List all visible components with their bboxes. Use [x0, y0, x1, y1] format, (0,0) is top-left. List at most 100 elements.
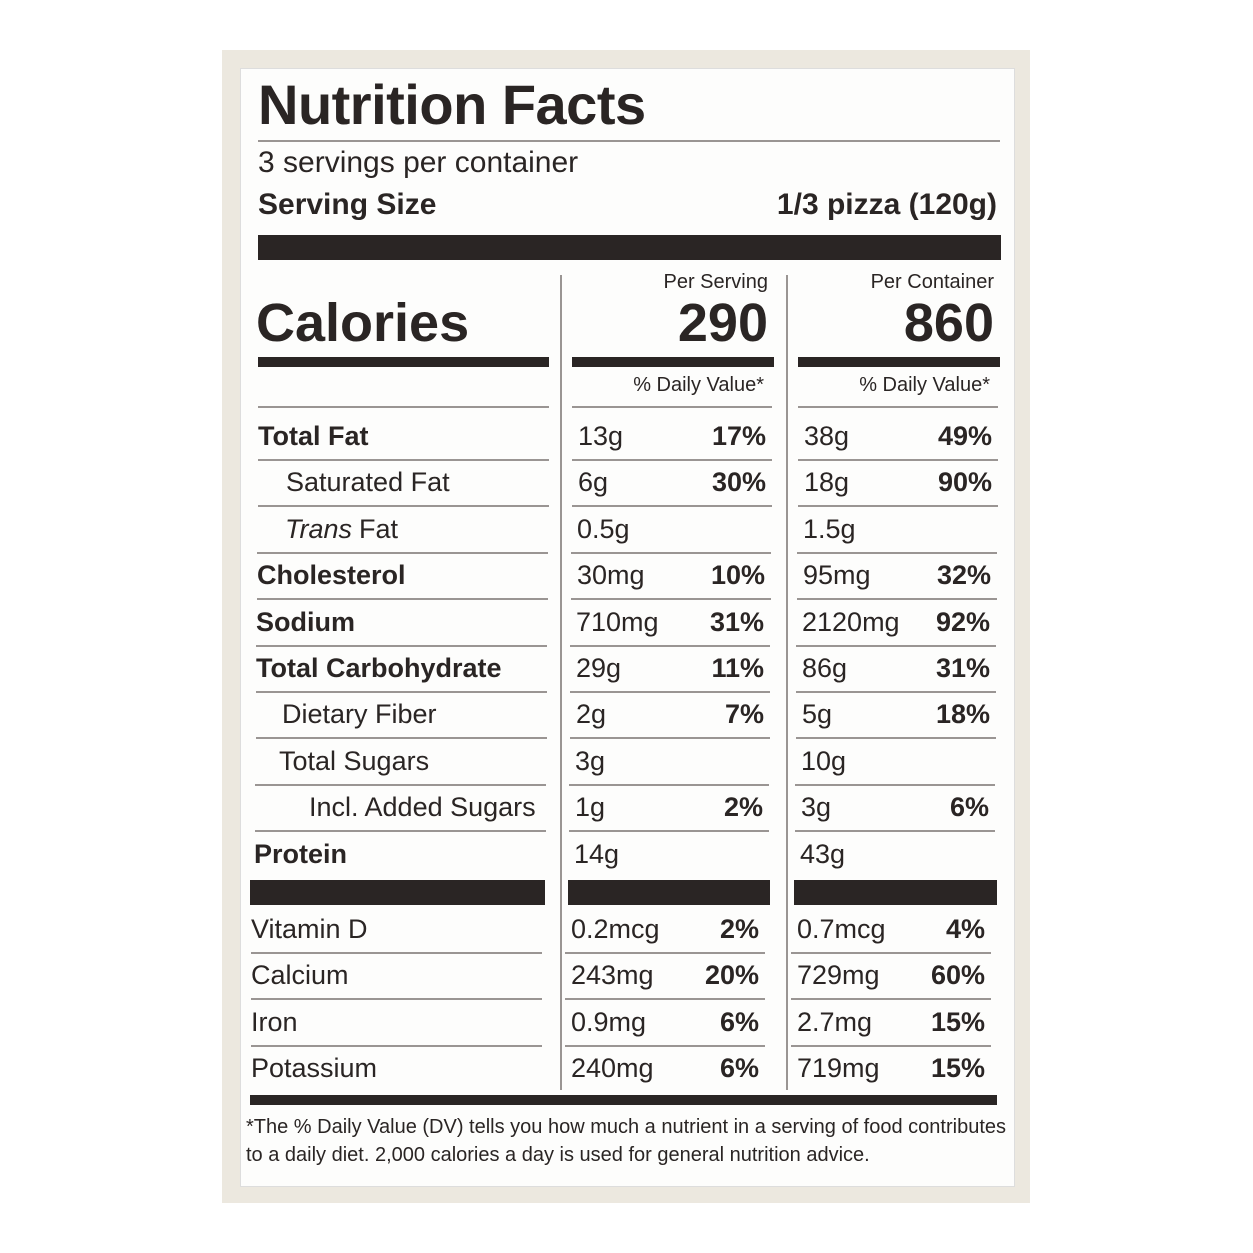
amount: 14g: [574, 838, 620, 869]
row-rule: [251, 998, 542, 1001]
row-rule: [798, 505, 998, 508]
row-rule: [570, 644, 770, 647]
row-rule: [258, 406, 549, 408]
calories-value: 290: [677, 293, 768, 353]
nutrient-name: Potassium: [251, 1053, 378, 1084]
row-rule: [795, 830, 995, 833]
amount: 3g: [575, 745, 606, 776]
dv-header: % Daily Value*: [859, 374, 990, 396]
amount: 2g: [576, 699, 607, 730]
serving-size-label: Serving Size: [258, 188, 437, 221]
amount: 13g: [578, 421, 624, 451]
amount: 243mg: [571, 960, 654, 991]
amount: 0.2mcg: [571, 914, 660, 944]
daily-value: 30%: [711, 467, 766, 498]
thick-bar: [258, 235, 1001, 260]
row-rule: [571, 551, 771, 554]
calories-bar: [258, 357, 549, 367]
amount: 3g: [801, 792, 832, 823]
daily-value: 92%: [935, 606, 990, 637]
calories-label: Calories: [256, 293, 470, 353]
footnote: *The % Daily Value (DV) tells you how mu…: [246, 1116, 1006, 1138]
row-rule: [791, 1044, 991, 1047]
amount: 1g: [575, 792, 606, 823]
column-header: Per Container: [870, 271, 994, 293]
row-rule: [569, 830, 769, 833]
row-rule: [572, 406, 772, 408]
daily-value: 15%: [930, 1053, 985, 1084]
row-rule: [255, 783, 546, 786]
daily-value: 15%: [930, 1006, 985, 1037]
daily-value: 2%: [719, 914, 759, 944]
row-rule: [251, 952, 542, 954]
amount: 18g: [804, 467, 850, 498]
amount: 43g: [800, 838, 846, 869]
daily-value: 90%: [937, 467, 992, 498]
daily-value: 6%: [719, 1053, 759, 1084]
column-header: Per Serving: [663, 271, 769, 293]
nutrient-name: Sodium: [256, 606, 355, 637]
row-rule: [258, 505, 549, 508]
amount: 0.9mg: [571, 1006, 647, 1037]
row-rule: [797, 598, 997, 601]
dv-header: % Daily Value*: [633, 374, 764, 396]
daily-value: 20%: [704, 960, 759, 991]
nutrient-name: Iron: [251, 1006, 298, 1037]
row-rule: [565, 952, 765, 954]
nutrient-name: Dietary Fiber: [282, 699, 437, 730]
title-rule: [258, 140, 1000, 142]
row-rule: [256, 691, 547, 693]
amount: 719mg: [797, 1053, 880, 1084]
daily-value: 17%: [711, 421, 766, 451]
name-part: Fat: [359, 513, 399, 544]
amount: 86g: [802, 653, 848, 683]
daily-value: 10%: [710, 560, 765, 591]
daily-value: 6%: [719, 1006, 759, 1037]
row-rule: [257, 551, 548, 554]
row-rule: [796, 644, 996, 647]
nutrient-name: Total Carbohydrate: [256, 653, 502, 683]
thick-bar: [794, 880, 997, 905]
calories-bar: [798, 357, 1000, 367]
daily-value: 18%: [935, 699, 990, 730]
row-rule: [257, 598, 548, 601]
amount: 29g: [576, 653, 622, 683]
nutrient-name: Trans Fat: [285, 514, 398, 545]
amount: 38g: [804, 421, 850, 451]
row-rule: [565, 998, 765, 1001]
servings: 3 servings per container: [258, 146, 579, 179]
row-rule: [565, 1044, 765, 1047]
nutrient-name: Incl. Added Sugars: [309, 792, 536, 823]
title: Nutrition Facts: [258, 73, 646, 136]
amount: 5g: [802, 699, 833, 730]
footnote: to a daily diet. 2,000 calories a day is…: [246, 1144, 870, 1166]
daily-value: 6%: [949, 792, 989, 823]
row-rule: [791, 952, 991, 954]
row-rule: [798, 406, 998, 408]
nutrient-name: Vitamin D: [251, 914, 368, 944]
name-part: Trans: [285, 513, 353, 544]
amount: 729mg: [797, 960, 880, 991]
row-rule: [796, 737, 996, 740]
row-rule: [791, 998, 991, 1001]
nutrient-name: Protein: [254, 838, 348, 869]
amount: 30mg: [577, 560, 645, 591]
amount: 240mg: [571, 1053, 654, 1084]
thick-bar: [250, 880, 545, 905]
serving-size-value: 1/3 pizza (120g): [776, 188, 997, 221]
row-rule: [256, 737, 547, 740]
row-rule: [570, 691, 770, 693]
amount: 710mg: [576, 606, 659, 637]
daily-value: 31%: [709, 606, 764, 637]
row-rule: [255, 830, 546, 833]
row-rule: [251, 1044, 542, 1047]
row-rule: [796, 691, 996, 693]
row-rule: [798, 459, 998, 461]
daily-value: 4%: [945, 914, 985, 944]
column-divider: [560, 275, 562, 1090]
row-rule: [797, 551, 997, 554]
daily-value: 7%: [724, 699, 764, 730]
nutrient-name: Total Fat: [258, 421, 369, 451]
daily-value: 31%: [935, 653, 990, 683]
